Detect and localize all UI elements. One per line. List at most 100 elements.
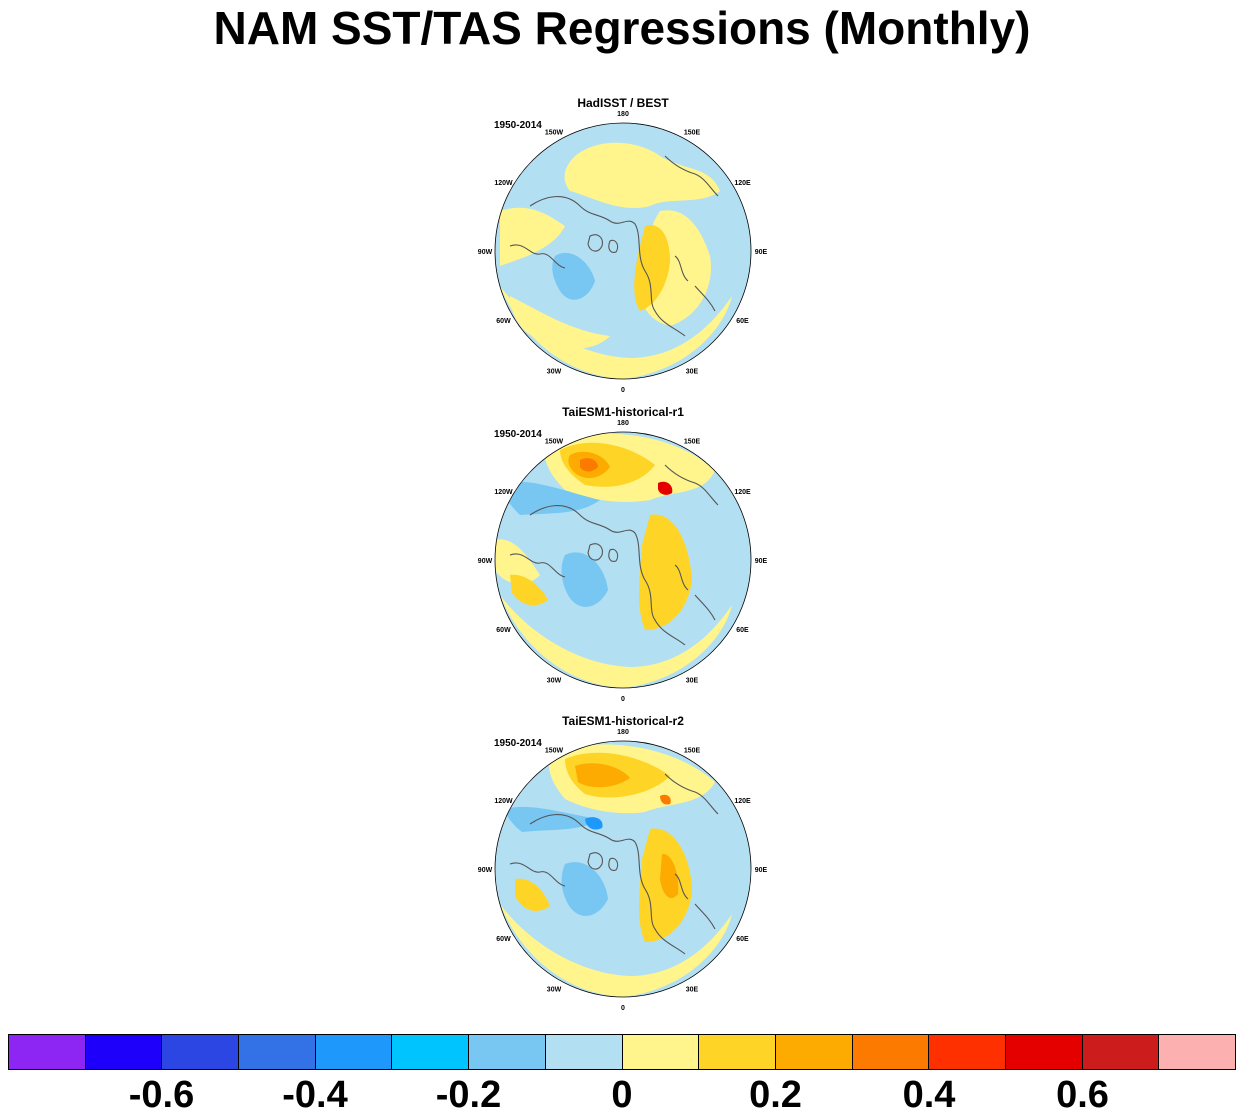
longitude-label: 90W bbox=[478, 867, 493, 874]
colorbar-box bbox=[1082, 1035, 1160, 1069]
anomaly-region bbox=[575, 763, 630, 788]
anomaly-region bbox=[500, 207, 565, 266]
anomaly-region bbox=[552, 252, 595, 300]
longitude-label: 150E bbox=[684, 438, 701, 445]
colorbar-box bbox=[622, 1035, 700, 1069]
colorbar-tick-label: -0.6 bbox=[128, 1074, 195, 1116]
longitude-label: 180 bbox=[617, 111, 629, 118]
colorbar-box bbox=[1005, 1035, 1083, 1069]
longitude-label: 30E bbox=[686, 987, 699, 994]
colorbar-tick-label: -0.4 bbox=[282, 1074, 348, 1116]
anomaly-region bbox=[660, 794, 671, 805]
panel-title: TaiESM1-historical-r1 bbox=[562, 405, 684, 419]
map-panel-hadisst-best: HadISST / BEST 1950-2014 180 150E 120E 90E 6… bbox=[470, 96, 780, 396]
anomaly-region bbox=[585, 817, 603, 830]
anomaly-region bbox=[658, 481, 673, 495]
longitude-label: 90E bbox=[755, 558, 768, 565]
anomaly-region bbox=[580, 458, 598, 472]
longitude-label: 120W bbox=[494, 798, 513, 805]
map-panel-taiesm1-r1: TaiESM1-historical-r1 1950-2014 180 150E 1… bbox=[470, 405, 780, 705]
colorbar-box bbox=[85, 1035, 163, 1069]
longitude-label: 120W bbox=[494, 180, 513, 187]
longitude-label: 0 bbox=[621, 1005, 625, 1012]
longitude-label: 150E bbox=[684, 747, 701, 754]
anomaly-region bbox=[505, 806, 600, 832]
colorbar-tick-label: 0.4 bbox=[902, 1074, 956, 1116]
anomaly-region bbox=[564, 142, 720, 209]
colorbar-box bbox=[392, 1035, 470, 1069]
panel-period: 1950-2014 bbox=[494, 120, 542, 131]
polar-map: 180 150E 120E 90E 60E 30E 0 30W 60W 90W 120W 150W bbox=[478, 420, 768, 703]
longitude-label: 150E bbox=[684, 129, 701, 136]
anomaly-region bbox=[500, 286, 732, 379]
anomaly-region bbox=[638, 514, 692, 630]
longitude-label: 90W bbox=[478, 558, 493, 565]
coastline bbox=[509, 464, 719, 646]
longitude-label: 180 bbox=[617, 420, 629, 427]
longitude-label: 30E bbox=[686, 678, 699, 685]
colorbar-box bbox=[9, 1035, 86, 1069]
panel-title: TaiESM1-historical-r2 bbox=[562, 714, 684, 728]
longitude-label: 120E bbox=[734, 180, 751, 187]
longitude-label: 0 bbox=[621, 696, 625, 703]
field-layer bbox=[495, 123, 751, 379]
coastline bbox=[509, 155, 719, 337]
colorbar-tick-label: 0 bbox=[611, 1074, 633, 1116]
colorbar-box bbox=[852, 1035, 930, 1069]
map-panel-taiesm1-r2: TaiESM1-historical-r2 1950-2014 180 150E 1… bbox=[470, 714, 780, 1014]
longitude-label: 60E bbox=[736, 627, 749, 634]
longitude-label: 150W bbox=[545, 129, 564, 136]
anomaly-region bbox=[500, 904, 732, 997]
map-background bbox=[495, 741, 751, 997]
polar-map: 180 150E 120E 90E 60E 30E 0 30W 60W 90W 120W 150W bbox=[478, 111, 768, 394]
anomaly-region bbox=[561, 862, 608, 916]
anomaly-region bbox=[500, 481, 600, 515]
field-layer bbox=[495, 741, 751, 997]
colorbar-box bbox=[239, 1035, 316, 1069]
longitude-label: 120W bbox=[494, 489, 513, 496]
figure-title: NAM SST/TAS Regressions (Monthly) bbox=[213, 2, 1031, 54]
colorbar-tick-label: 0.6 bbox=[1056, 1074, 1109, 1116]
colorbar-box bbox=[162, 1035, 240, 1069]
field-layer bbox=[495, 432, 751, 688]
anomaly-region bbox=[495, 539, 540, 585]
longitude-label: 180 bbox=[617, 729, 629, 736]
coastline bbox=[509, 773, 719, 955]
colorbar-box bbox=[699, 1035, 776, 1069]
longitude-label: 120E bbox=[734, 798, 751, 805]
panel-period: 1950-2014 bbox=[494, 429, 542, 440]
longitude-label: 30W bbox=[547, 369, 562, 376]
longitude-label: 30W bbox=[547, 987, 562, 994]
longitude-label: 120E bbox=[734, 489, 751, 496]
map-border bbox=[494, 431, 752, 689]
longitude-label: 30W bbox=[547, 678, 562, 685]
polar-map: 180 150E 120E 90E 60E 30E 0 30W 60W 90W 120W 150W bbox=[478, 729, 768, 1012]
colorbar-tick-label: -0.2 bbox=[435, 1074, 502, 1116]
colorbar-box bbox=[1159, 1035, 1235, 1069]
colorbar bbox=[8, 1034, 1236, 1070]
anomaly-region bbox=[634, 225, 670, 311]
longitude-label: 150W bbox=[545, 438, 564, 445]
colorbar-box bbox=[775, 1035, 853, 1069]
anomaly-region bbox=[500, 595, 732, 688]
map-border bbox=[494, 122, 752, 380]
anomaly-region bbox=[510, 574, 548, 606]
longitude-label: 60E bbox=[736, 318, 749, 325]
longitude-label: 30E bbox=[686, 369, 699, 376]
colorbar-box bbox=[315, 1035, 393, 1069]
colorbar-box bbox=[929, 1035, 1006, 1069]
anomaly-region bbox=[561, 552, 608, 607]
anomaly-region bbox=[510, 296, 610, 349]
panel-period: 1950-2014 bbox=[494, 738, 542, 749]
longitude-label: 90W bbox=[478, 249, 493, 256]
longitude-label: 60W bbox=[496, 627, 511, 634]
longitude-label: 60W bbox=[496, 936, 511, 943]
longitude-label: 90E bbox=[755, 249, 768, 256]
longitude-label: 60E bbox=[736, 936, 749, 943]
longitude-label: 0 bbox=[621, 387, 625, 394]
colorbar-box bbox=[469, 1035, 546, 1069]
longitude-label: 90E bbox=[755, 867, 768, 874]
panel-title: HadISST / BEST bbox=[577, 96, 669, 110]
colorbar-box bbox=[545, 1035, 623, 1069]
anomaly-region bbox=[660, 853, 679, 899]
